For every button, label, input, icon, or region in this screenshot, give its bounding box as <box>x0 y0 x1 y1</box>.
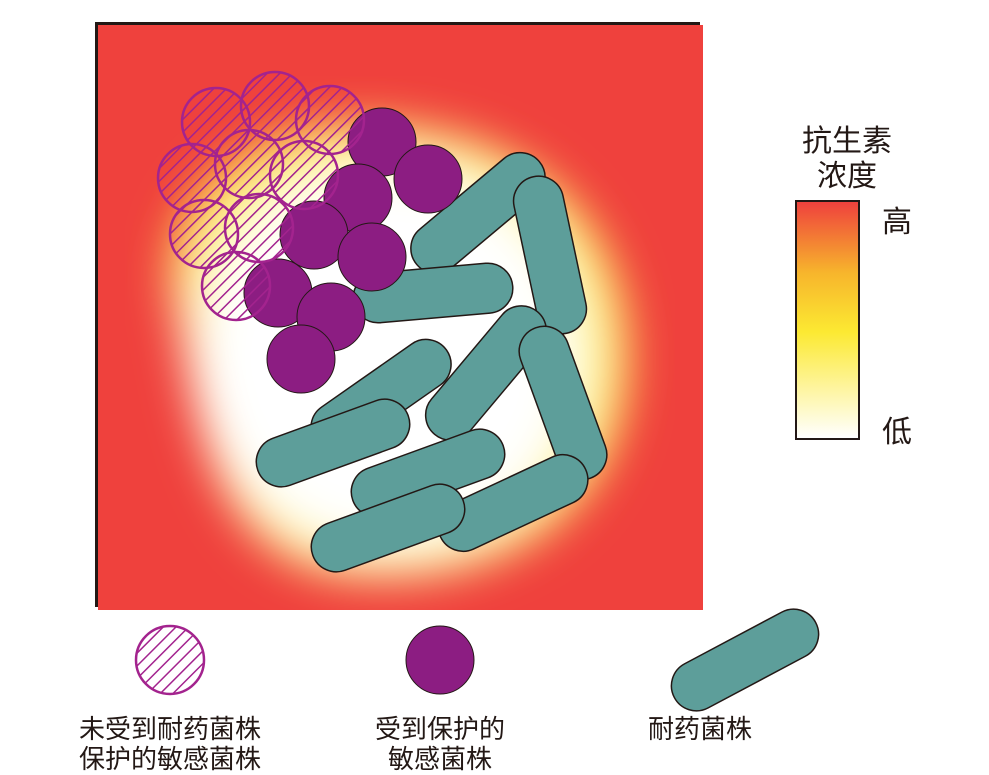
legend-label-2: 耐药菌株 <box>648 715 752 745</box>
legend-label-1: 受到保护的 敏感菌株 <box>375 715 505 775</box>
legend-icon-solid <box>406 626 474 694</box>
legend-icon-rod <box>663 600 828 719</box>
legend-icon-hatched <box>136 626 204 694</box>
legend-svg <box>0 0 989 759</box>
legend-label-0: 未受到耐药菌株 保护的敏感菌株 <box>79 715 261 775</box>
